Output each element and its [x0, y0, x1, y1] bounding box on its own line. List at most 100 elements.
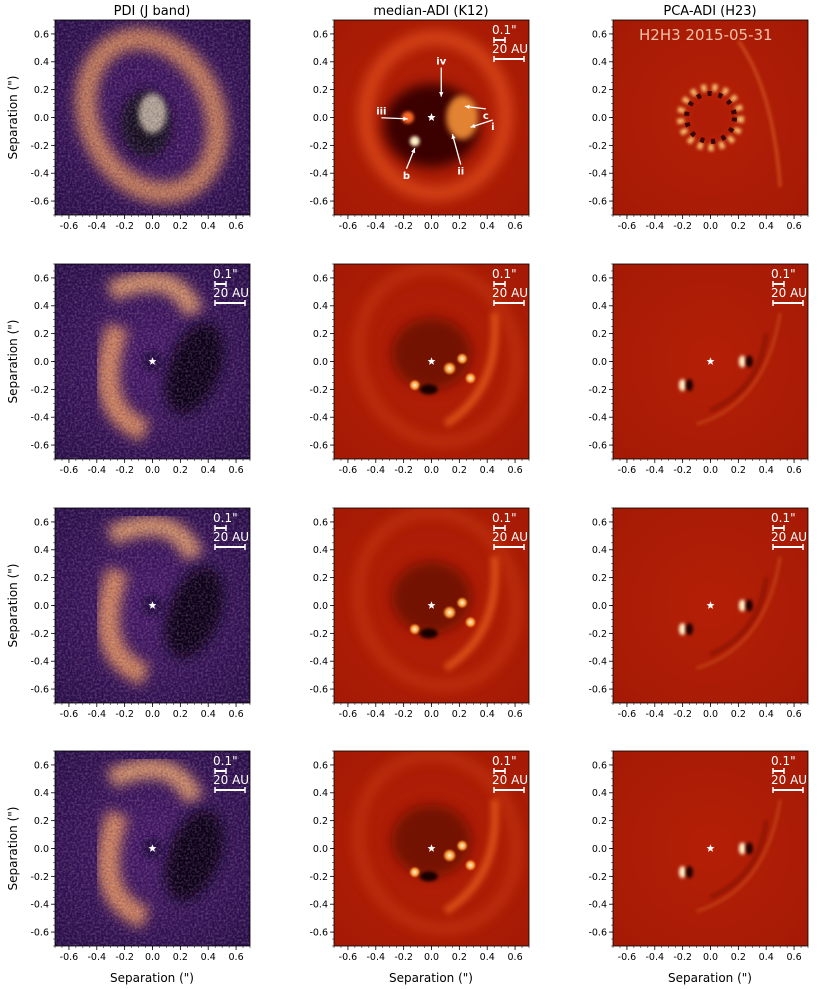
x-tick-label: 0.0 [145, 465, 160, 476]
annotation-i: i [491, 122, 494, 133]
x-tick-label: 0.0 [703, 465, 718, 476]
x-tick-label: -0.4 [646, 709, 665, 720]
y-tick-label: 0.4 [313, 545, 328, 556]
panel-image [613, 20, 808, 215]
x-tick-label: 0.0 [145, 709, 160, 720]
y-tick-label: 0.0 [592, 601, 607, 612]
scale-bar-physical-label: 20 AU [213, 773, 249, 787]
annotation-c: c [483, 111, 489, 122]
x-tick-label: -0.6 [60, 952, 79, 963]
y-tick-label: 0.6 [313, 517, 328, 528]
y-tick-label: -0.6 [309, 440, 328, 451]
y-tick-label: 0.4 [34, 57, 49, 68]
scale-bar-angular-label: 0.1" [771, 511, 796, 525]
y-tick-label: 0.2 [34, 85, 49, 96]
y-tick-label: 0.4 [592, 57, 607, 68]
x-tick-label: 0.6 [508, 709, 523, 720]
panel-row4-median-adi: 0.1" 20 AU -0.6 -0.4 -0.2 0.0 0.2 0.4 0.6 0.6 0.4 0… [309, 750, 530, 963]
star-marker [148, 357, 157, 365]
y-tick-label: 0.4 [592, 545, 607, 556]
scale-bar-angular-label: 0.1" [492, 511, 517, 525]
y-tick-label: 0.2 [34, 816, 49, 827]
annotation-ii-arrow [451, 134, 462, 165]
x-tick-label: -0.6 [60, 465, 79, 476]
x-tick-label: -0.4 [646, 952, 665, 963]
column-title-median-adi: median-ADI (K12) [373, 4, 488, 19]
panel-row2-pdi: 0.1" 20 AU -0.6 -0.4 -0.2 0.0 0.2 0.4 0.6 0.6 0.4 0… [6, 263, 251, 476]
star-marker [427, 601, 436, 609]
y-tick-label: 0.2 [592, 85, 607, 96]
star-marker [706, 601, 715, 609]
x-tick-label: 0.2 [731, 221, 746, 232]
x-tick-label: 0.2 [173, 221, 188, 232]
x-tick-label: 0.6 [787, 465, 802, 476]
x-axis-label-col1: Separation (") [110, 971, 194, 985]
x-tick-label: 0.4 [759, 709, 774, 720]
x-tick-label: 0.0 [703, 952, 718, 963]
scale-bar-angular-label: 0.1" [492, 267, 517, 281]
x-tick-label: -0.2 [394, 221, 413, 232]
y-tick-label: 0.0 [34, 601, 49, 612]
y-tick-label: 0.6 [34, 760, 49, 771]
y-tick-label: -0.4 [30, 413, 49, 424]
scale-bar-angular-label: 0.1" [771, 754, 796, 768]
y-tick-label: 0.6 [592, 29, 607, 40]
panel-image [55, 751, 250, 946]
annotation-b: b [403, 171, 410, 182]
scale-bar-angular-label: 0.1" [771, 267, 796, 281]
y-tick-label: 0.2 [313, 573, 328, 584]
x-tick-label: 0.6 [229, 221, 244, 232]
x-tick-label: -0.4 [646, 221, 665, 232]
x-tick-label: -0.2 [394, 952, 413, 963]
scale-bar-physical-label: 20 AU [213, 530, 249, 544]
x-tick-label: 0.6 [787, 952, 802, 963]
y-tick-label: 0.0 [592, 844, 607, 855]
x-tick-label: 0.0 [145, 221, 160, 232]
y-tick-label: 0.6 [592, 273, 607, 284]
x-tick-label: -0.4 [367, 221, 386, 232]
y-tick-label: -0.4 [309, 169, 328, 180]
x-tick-label: -0.4 [367, 465, 386, 476]
x-tick-label: -0.6 [618, 952, 637, 963]
y-tick-label: 0.0 [313, 844, 328, 855]
x-tick-label: 0.6 [229, 952, 244, 963]
star-marker [427, 844, 436, 852]
x-tick-label: 0.2 [173, 465, 188, 476]
x-tick-label: 0.6 [787, 709, 802, 720]
x-tick-label: 0.2 [173, 952, 188, 963]
y-tick-label: -0.2 [309, 629, 328, 640]
y-tick-label: -0.4 [30, 900, 49, 911]
x-tick-label: 0.4 [480, 952, 495, 963]
x-tick-label: 0.4 [201, 952, 216, 963]
scale-bar-physical-label: 20 AU [771, 286, 807, 300]
column-title-pdi: PDI (J band) [114, 4, 191, 19]
x-tick-label: 0.6 [508, 952, 523, 963]
y-axis-label: Separation (") [6, 564, 20, 648]
y-tick-label: 0.6 [313, 760, 328, 771]
scale-bar-physical-label: 20 AU [213, 286, 249, 300]
scale-bar-angular-label: 0.1" [213, 511, 238, 525]
y-tick-label: 0.0 [34, 113, 49, 124]
x-tick-label: 0.2 [452, 221, 467, 232]
y-tick-label: -0.2 [30, 141, 49, 152]
scale-bar-angular-label: 0.1" [213, 267, 238, 281]
x-tick-label: 0.4 [480, 221, 495, 232]
star-marker [427, 357, 436, 365]
y-tick-label: -0.4 [588, 657, 607, 668]
y-tick-label: 0.0 [34, 357, 49, 368]
x-axis-label-col3: Separation (") [668, 971, 752, 985]
y-tick-label: 0.6 [592, 760, 607, 771]
y-tick-label: -0.6 [30, 440, 49, 451]
x-tick-label: 0.2 [173, 709, 188, 720]
y-tick-label: 0.0 [592, 113, 607, 124]
x-tick-label: -0.6 [339, 221, 358, 232]
x-tick-label: 0.2 [731, 465, 746, 476]
y-tick-label: 0.4 [34, 545, 49, 556]
y-tick-label: -0.6 [309, 684, 328, 695]
y-tick-label: 0.6 [34, 29, 49, 40]
y-tick-label: 0.0 [592, 357, 607, 368]
x-tick-label: 0.0 [703, 709, 718, 720]
annotation-ii: ii [457, 167, 464, 178]
column-title-pca-adi: PCA-ADI (H23) [663, 4, 756, 19]
